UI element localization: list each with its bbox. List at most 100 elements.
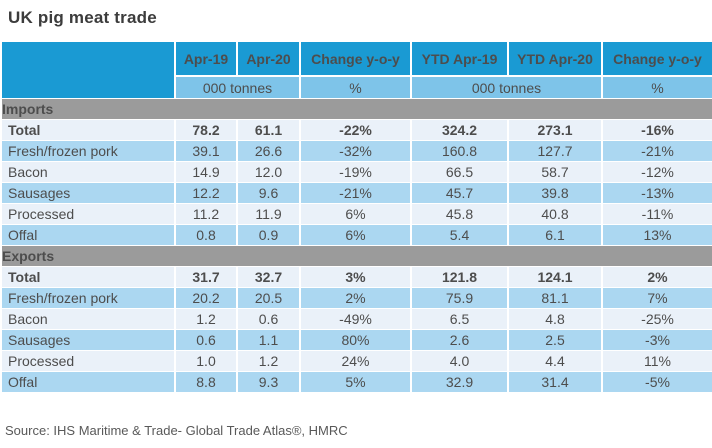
cell-value: 121.8: [412, 267, 509, 288]
trade-table-container: Apr-19 Apr-20 Change y-o-y YTD Apr-19 YT…: [2, 42, 712, 393]
cell-value: 6.1: [509, 225, 603, 246]
cell-value: 0.9: [238, 225, 301, 246]
table-row: Processed 1.0 1.2 24% 4.0 4.4 11%: [2, 351, 712, 372]
cell-value: 11.9: [238, 204, 301, 225]
cell-value: 1.0: [176, 351, 238, 372]
cell-value: 20.2: [176, 288, 238, 309]
cell-value: 4.8: [509, 309, 603, 330]
cell-value: -16%: [603, 120, 712, 141]
cell-value: 13%: [603, 225, 712, 246]
column-header-apr19: Apr-19: [176, 42, 238, 77]
table-row: Offal 8.8 9.3 5% 32.9 31.4 -5%: [2, 372, 712, 393]
cell-value: 11%: [603, 351, 712, 372]
table-row: Total 78.2 61.1 -22% 324.2 273.1 -16%: [2, 120, 712, 141]
cell-value: 5.4: [412, 225, 509, 246]
cell-value: 8.8: [176, 372, 238, 393]
cell-value: 81.1: [509, 288, 603, 309]
cell-value: 1.2: [176, 309, 238, 330]
table-row: Fresh/frozen pork 20.2 20.5 2% 75.9 81.1 7%: [2, 288, 712, 309]
page-title: UK pig meat trade: [8, 8, 157, 27]
cell-value: 1.1: [238, 330, 301, 351]
cell-value: -13%: [603, 183, 712, 204]
cell-value: 40.8: [509, 204, 603, 225]
table-row: Bacon 1.2 0.6 -49% 6.5 4.8 -25%: [2, 309, 712, 330]
cell-value: 5%: [301, 372, 412, 393]
cell-value: 160.8: [412, 141, 509, 162]
row-label: Fresh/frozen pork: [2, 141, 176, 162]
cell-value: 11.2: [176, 204, 238, 225]
units-label-tonnes: 000 tonnes: [176, 77, 301, 99]
cell-value: 0.8: [176, 225, 238, 246]
column-header-ytd-change: Change y-o-y: [603, 42, 712, 77]
row-label: Processed: [2, 351, 176, 372]
cell-value: 39.1: [176, 141, 238, 162]
corner-cell: [2, 42, 176, 99]
cell-value: -12%: [603, 162, 712, 183]
cell-value: 12.0: [238, 162, 301, 183]
cell-value: 2%: [603, 267, 712, 288]
cell-value: -21%: [603, 141, 712, 162]
cell-value: 31.4: [509, 372, 603, 393]
section-header-imports: Imports: [2, 99, 712, 120]
row-label: Bacon: [2, 309, 176, 330]
cell-value: 26.6: [238, 141, 301, 162]
row-label: Total: [2, 120, 176, 141]
column-header-ytd-apr20: YTD Apr-20: [509, 42, 603, 77]
cell-value: 2%: [301, 288, 412, 309]
cell-value: 127.7: [509, 141, 603, 162]
table-body: Imports Total 78.2 61.1 -22% 324.2 273.1 -16% Fr…: [2, 99, 712, 393]
units-label-tonnes-ytd: 000 tonnes: [412, 77, 603, 99]
cell-value: 24%: [301, 351, 412, 372]
table-row: Sausages 12.2 9.6 -21% 45.7 39.8 -13%: [2, 183, 712, 204]
cell-value: 32.9: [412, 372, 509, 393]
cell-value: -3%: [603, 330, 712, 351]
table-row: Sausages 0.6 1.1 80% 2.6 2.5 -3%: [2, 330, 712, 351]
cell-value: -22%: [301, 120, 412, 141]
cell-value: -19%: [301, 162, 412, 183]
cell-value: -32%: [301, 141, 412, 162]
units-label-percent: %: [301, 77, 412, 99]
cell-value: 124.1: [509, 267, 603, 288]
table-row: Total 31.7 32.7 3% 121.8 124.1 2%: [2, 267, 712, 288]
section-header-exports: Exports: [2, 246, 712, 267]
cell-value: 78.2: [176, 120, 238, 141]
cell-value: 4.4: [509, 351, 603, 372]
cell-value: 58.7: [509, 162, 603, 183]
cell-value: -11%: [603, 204, 712, 225]
cell-value: 6%: [301, 225, 412, 246]
cell-value: 273.1: [509, 120, 603, 141]
cell-value: 0.6: [238, 309, 301, 330]
cell-value: 32.7: [238, 267, 301, 288]
cell-value: 9.3: [238, 372, 301, 393]
table-row: Bacon 14.9 12.0 -19% 66.5 58.7 -12%: [2, 162, 712, 183]
table-header: Apr-19 Apr-20 Change y-o-y YTD Apr-19 YT…: [2, 42, 712, 99]
cell-value: 2.6: [412, 330, 509, 351]
row-label: Sausages: [2, 330, 176, 351]
cell-value: -21%: [301, 183, 412, 204]
cell-value: 2.5: [509, 330, 603, 351]
column-header-ytd-apr19: YTD Apr-19: [412, 42, 509, 77]
cell-value: 3%: [301, 267, 412, 288]
table-row: Offal 0.8 0.9 6% 5.4 6.1 13%: [2, 225, 712, 246]
table-row: Processed 11.2 11.9 6% 45.8 40.8 -11%: [2, 204, 712, 225]
cell-value: 45.8: [412, 204, 509, 225]
cell-value: 45.7: [412, 183, 509, 204]
cell-value: 12.2: [176, 183, 238, 204]
source-attribution: Source: IHS Maritime & Trade- Global Tra…: [5, 423, 348, 438]
column-header-apr20: Apr-20: [238, 42, 301, 77]
row-label: Offal: [2, 372, 176, 393]
row-label: Fresh/frozen pork: [2, 288, 176, 309]
cell-value: 1.2: [238, 351, 301, 372]
row-label: Total: [2, 267, 176, 288]
row-label: Offal: [2, 225, 176, 246]
cell-value: 6%: [301, 204, 412, 225]
table-row: Fresh/frozen pork 39.1 26.6 -32% 160.8 127.7-…: [2, 141, 712, 162]
cell-value: 0.6: [176, 330, 238, 351]
cell-value: 61.1: [238, 120, 301, 141]
cell-value: 66.5: [412, 162, 509, 183]
cell-value: -25%: [603, 309, 712, 330]
cell-value: -49%: [301, 309, 412, 330]
cell-value: 4.0: [412, 351, 509, 372]
column-header-change: Change y-o-y: [301, 42, 412, 77]
cell-value: 6.5: [412, 309, 509, 330]
